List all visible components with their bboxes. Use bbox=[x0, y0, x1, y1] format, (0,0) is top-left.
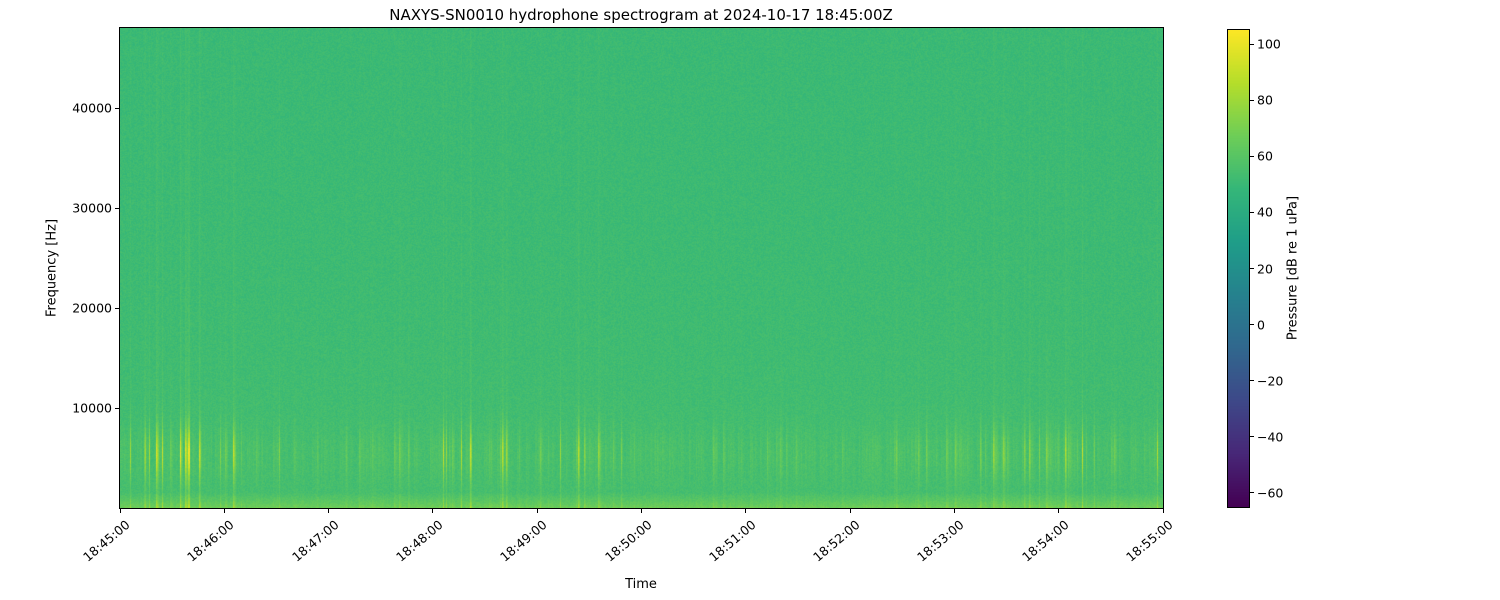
colorbar-tick-mark bbox=[1250, 43, 1254, 45]
x-tick-label: 18:50:00 bbox=[601, 517, 655, 565]
x-tick-label: 18:54:00 bbox=[1018, 517, 1072, 565]
colorbar-tick-label: −20 bbox=[1257, 373, 1284, 389]
chart-title: NAXYS-SN0010 hydrophone spectrogram at 2… bbox=[389, 6, 893, 24]
y-tick-mark bbox=[115, 307, 119, 309]
x-tick-mark bbox=[849, 509, 851, 513]
y-tick-label: 40000 bbox=[72, 100, 112, 116]
colorbar-tick-label: −60 bbox=[1257, 485, 1284, 501]
colorbar-tick-label: 80 bbox=[1257, 92, 1273, 108]
y-tick-mark bbox=[115, 207, 119, 209]
colorbar-tick-label: 100 bbox=[1257, 36, 1281, 52]
colorbar-tick-label: 40 bbox=[1257, 204, 1273, 220]
y-tick-mark bbox=[115, 107, 119, 109]
plot-area bbox=[119, 27, 1164, 509]
x-tick-mark bbox=[1162, 509, 1164, 513]
colorbar-tick-mark bbox=[1250, 268, 1254, 269]
x-tick-label: 18:52:00 bbox=[810, 517, 863, 565]
colorbar-tick-mark bbox=[1250, 492, 1254, 494]
x-tick-label: 18:49:00 bbox=[497, 517, 550, 565]
x-tick-mark bbox=[1058, 509, 1060, 513]
x-tick-label: 18:53:00 bbox=[914, 517, 968, 565]
x-tick-label: 18:47:00 bbox=[288, 517, 342, 565]
y-tick-label: 30000 bbox=[72, 200, 112, 216]
colorbar-tick-label: −40 bbox=[1257, 429, 1284, 445]
x-tick-mark bbox=[953, 509, 955, 513]
colorbar-tick-label: 60 bbox=[1257, 148, 1273, 164]
colorbar-tick-mark bbox=[1250, 211, 1254, 213]
y-axis-label: Frequency [Hz] bbox=[44, 218, 60, 318]
y-tick-mark bbox=[115, 407, 119, 409]
y-tick-label: 20000 bbox=[72, 300, 112, 316]
colorbar-tick-mark bbox=[1250, 155, 1254, 157]
colorbar-tick-mark bbox=[1250, 380, 1254, 382]
colorbar-tick-mark bbox=[1250, 436, 1254, 438]
x-tick-mark bbox=[119, 509, 121, 513]
colorbar-tick-label: 20 bbox=[1257, 261, 1273, 276]
x-tick-label: 18:51:00 bbox=[705, 517, 759, 565]
colorbar-tick-mark bbox=[1250, 99, 1254, 101]
x-tick-mark bbox=[328, 509, 330, 513]
x-tick-label: 18:45:00 bbox=[79, 517, 133, 565]
x-axis-label: Time bbox=[625, 577, 657, 592]
colorbar-canvas bbox=[1228, 30, 1249, 507]
colorbar-tick-label: 0 bbox=[1257, 317, 1265, 333]
spectrogram-canvas bbox=[120, 28, 1163, 508]
x-tick-label: 18:55:00 bbox=[1122, 517, 1176, 565]
colorbar-tick-mark bbox=[1250, 324, 1254, 326]
x-tick-mark bbox=[641, 509, 642, 513]
y-tick-label: 10000 bbox=[72, 400, 112, 416]
colorbar bbox=[1227, 29, 1250, 508]
x-tick-label: 18:46:00 bbox=[184, 517, 237, 565]
x-tick-mark bbox=[536, 509, 538, 513]
x-tick-label: 18:48:00 bbox=[392, 517, 446, 565]
colorbar-label: Pressure [dB re 1 uPa] bbox=[1285, 195, 1301, 341]
x-tick-mark bbox=[745, 509, 747, 513]
x-tick-mark bbox=[223, 509, 225, 513]
x-tick-mark bbox=[432, 509, 434, 513]
